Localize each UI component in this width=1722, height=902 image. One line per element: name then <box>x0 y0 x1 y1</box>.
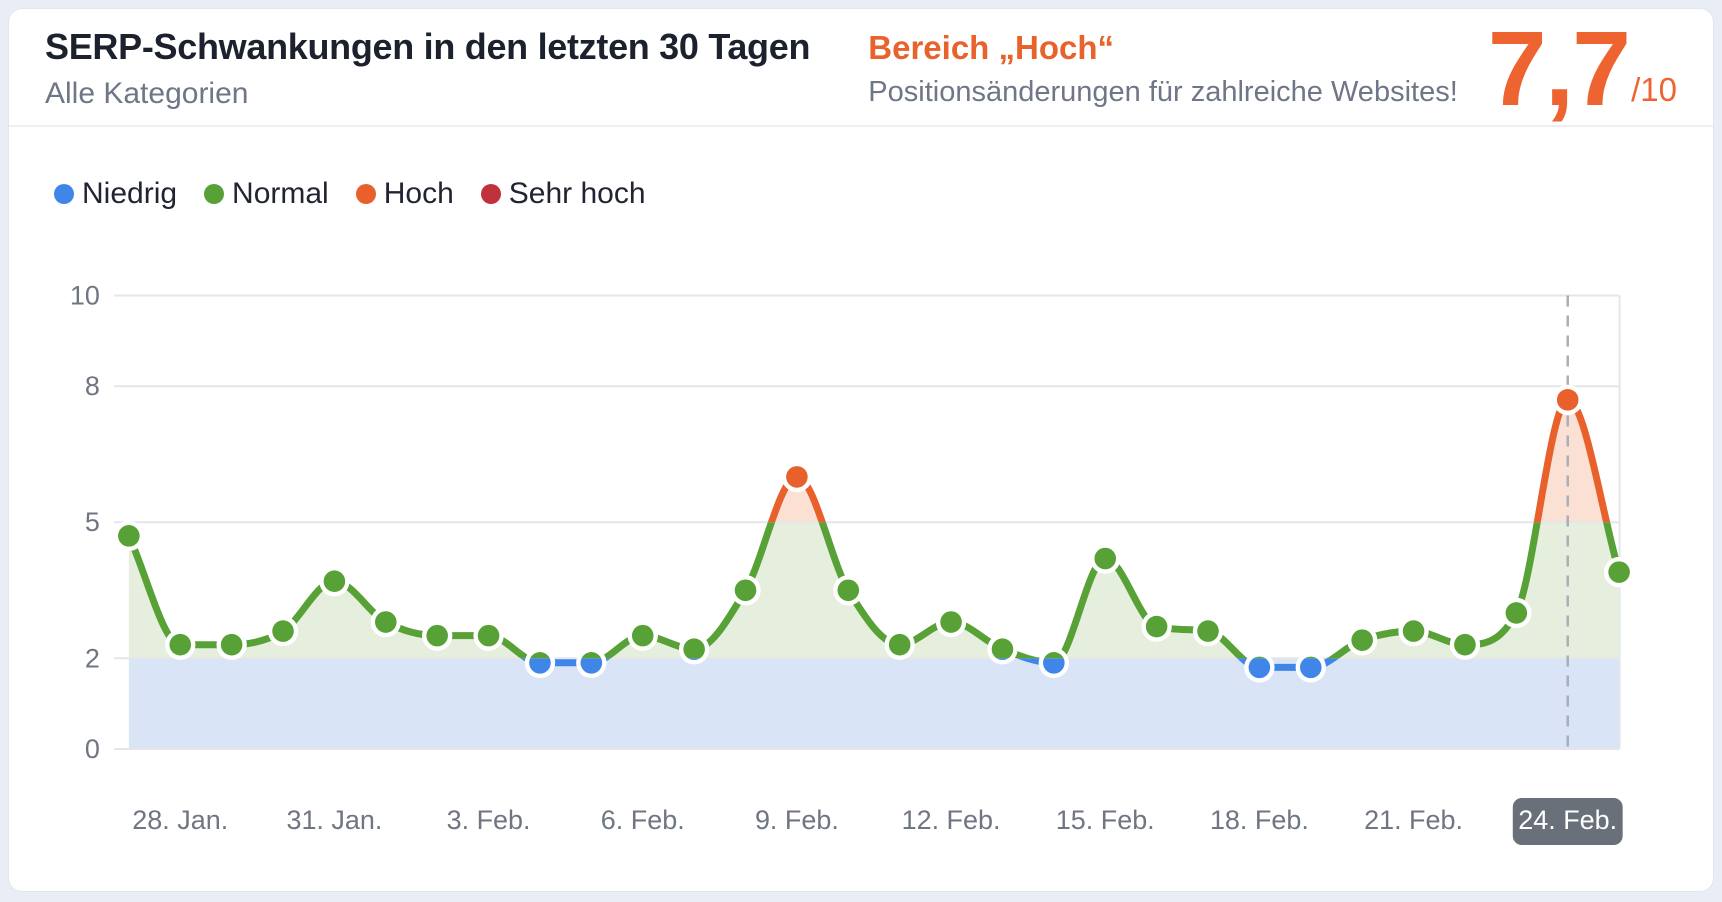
selected-date-label: 24. Feb. <box>1518 805 1617 835</box>
selected-date-badge[interactable] <box>1512 798 1623 845</box>
volatility-score: 7,7 /10 <box>1487 10 1677 128</box>
volatility-range-block: Bereich „Hoch“ Positionsänderungen für z… <box>868 29 1457 110</box>
gridlines: 0 2 5 8 10 <box>70 280 1621 764</box>
legend-item-sehr-hoch[interactable]: Sehr hoch <box>480 177 646 210</box>
y-axis-label: 0 <box>85 734 100 764</box>
score-value: 7,7 <box>1487 10 1631 128</box>
niedrig-dot-icon <box>54 184 74 204</box>
volatility-range-label: Bereich „Hoch“ <box>868 29 1115 66</box>
chart-area: Niedrig Normal Hoch Sehr hoch 0 2 5 8 10 28. … <box>9 127 1713 889</box>
x-axis-label: 9. Feb. <box>755 805 839 835</box>
volatility-range-description: Positionsänderungen für zahlreiche Websi… <box>868 75 1458 108</box>
area-fills <box>128 399 1620 749</box>
page-title: SERP-Schwankungen in den letzten 30 Tage… <box>45 26 811 67</box>
x-axis-label: 31. Jan. <box>286 805 382 835</box>
legend-label: Sehr hoch <box>508 177 646 210</box>
x-axis-label: 21. Feb. <box>1364 805 1463 835</box>
header-left: SERP-Schwankungen in den letzten 30 Tage… <box>45 9 810 112</box>
legend-item-niedrig[interactable]: Niedrig <box>54 179 177 209</box>
legend-label: Niedrig <box>82 177 178 210</box>
y-axis-label: 2 <box>85 643 100 673</box>
sehr-hoch-dot-icon <box>480 184 501 204</box>
chart-legend: Niedrig Normal Hoch Sehr hoch <box>54 179 673 209</box>
hoch-dot-icon <box>355 184 376 204</box>
card-header: SERP-Schwankungen in den letzten 30 Tage… <box>9 9 1713 127</box>
data-point-markers <box>113 384 1635 683</box>
x-axis-label: 3. Feb. <box>447 805 531 835</box>
normal-dot-icon <box>204 184 225 204</box>
x-axis: 28. Jan. 31. Jan. 3. Feb. 6. Feb. 9. Feb. 12.… <box>132 798 1623 845</box>
y-axis-label: 10 <box>70 280 100 310</box>
x-axis-label: 6. Feb. <box>601 805 685 835</box>
header-right: Bereich „Hoch“ Positionsänderungen für z… <box>868 9 1677 128</box>
y-axis-label: 8 <box>85 371 100 401</box>
legend-label: Hoch <box>383 177 454 210</box>
x-axis-label: 15. Feb. <box>1056 805 1155 835</box>
legend-item-normal[interactable]: Normal <box>204 179 329 209</box>
y-axis-label: 5 <box>85 507 100 537</box>
serp-volatility-card: SERP-Schwankungen in den letzten 30 Tage… <box>8 8 1714 892</box>
x-axis-label: 18. Feb. <box>1210 805 1309 835</box>
legend-item-hoch[interactable]: Hoch <box>355 177 454 210</box>
category-filter-label: Alle Kategorien <box>45 77 249 111</box>
x-axis-label: 28. Jan. <box>132 805 228 835</box>
score-denominator: /10 <box>1631 70 1677 108</box>
serp-volatility-line-chart[interactable]: 0 2 5 8 10 28. Jan. 31. Jan. 3. Feb. 6. Feb. 9. F… <box>9 127 1713 889</box>
x-axis-label: 12. Feb. <box>902 805 1001 835</box>
legend-label: Normal <box>232 177 329 210</box>
